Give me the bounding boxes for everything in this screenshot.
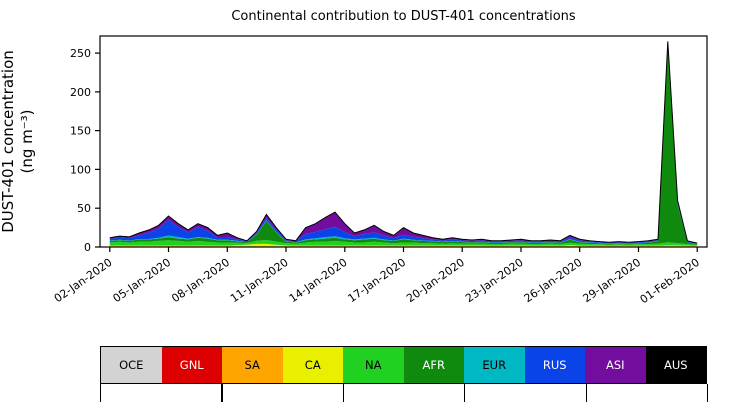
x-tick-label: 20-Jan-2020: [404, 256, 467, 305]
x-tick-label: 26-Jan-2020: [522, 256, 585, 305]
area-NA: [109, 240, 698, 246]
legend-item-GNL: GNL: [161, 347, 222, 383]
legend-tick-mark: [464, 384, 466, 402]
legend-item-OCE: OCE: [101, 347, 162, 383]
y-tick-label: 150: [70, 125, 91, 138]
x-tick-label: 23-Jan-2020: [463, 256, 526, 305]
legend-label: CA: [304, 358, 321, 372]
y-tick-label: 50: [77, 202, 91, 215]
legend-label: SA: [244, 358, 260, 372]
x-tick-label: 02-Jan-2020: [52, 256, 115, 305]
x-tick-label: 05-Jan-2020: [110, 256, 173, 305]
x-tick-label: 14-Jan-2020: [287, 256, 350, 305]
legend-item-ASI: ASI: [585, 347, 646, 383]
area-ASI: [109, 41, 698, 244]
legend-item-RUS: RUS: [524, 347, 585, 383]
legend-tick-mark: [342, 384, 345, 402]
legend-item-CA: CA: [282, 347, 343, 383]
area-RUS: [109, 44, 698, 244]
area-CA: [109, 243, 698, 247]
legend-label: EUR: [482, 358, 507, 372]
area-AFR: [109, 46, 698, 245]
y-tick-label: 250: [70, 47, 91, 60]
area-AUS: [109, 41, 698, 244]
y-tick-label: 200: [70, 86, 91, 99]
plot-frame: [99, 35, 708, 248]
legend-label: OCE: [119, 358, 144, 372]
legend-label: AFR: [422, 358, 445, 372]
legend: OCE GNL SA CA NA AFR EUR RUS ASI AUS: [100, 346, 707, 384]
legend-item-NA: NA: [343, 347, 404, 383]
legend-label: NA: [365, 358, 382, 372]
x-tick-label: 01-Feb-2020: [638, 256, 702, 306]
x-tick-label: 17-Jan-2020: [345, 256, 408, 305]
x-tick-label: 08-Jan-2020: [169, 256, 232, 305]
legend-label: AUS: [663, 358, 688, 372]
legend-item-AUS: AUS: [645, 347, 706, 383]
legend-item-EUR: EUR: [464, 347, 525, 383]
legend-tick-mark: [707, 384, 709, 402]
x-tick-label: 11-Jan-2020: [228, 256, 291, 305]
y-tick-label: 100: [70, 163, 91, 176]
legend-item-AFR: AFR: [403, 347, 464, 383]
area-EUR: [109, 46, 698, 244]
plot-area: 0 50 100 150 200 250 02-Jan-202005-Jan-202008-…: [0, 35, 708, 306]
stack-top-edge: [109, 41, 698, 244]
legend-label: RUS: [542, 358, 567, 372]
x-tick-label: 29-Jan-2020: [580, 256, 643, 305]
legend-item-SA: SA: [222, 347, 283, 383]
legend-tick-mark: [221, 384, 223, 402]
y-tick-label: 0: [84, 241, 91, 254]
legend-tick-mark: [585, 384, 587, 402]
chart-title: Continental contribution to DUST-401 con…: [231, 9, 576, 24]
legend-label: GNL: [179, 358, 204, 372]
legend-tick-mark: [100, 384, 102, 402]
y-axis-label: DUST-401 concentration(ng m⁻³): [0, 50, 36, 233]
legend-label: ASI: [605, 358, 625, 372]
